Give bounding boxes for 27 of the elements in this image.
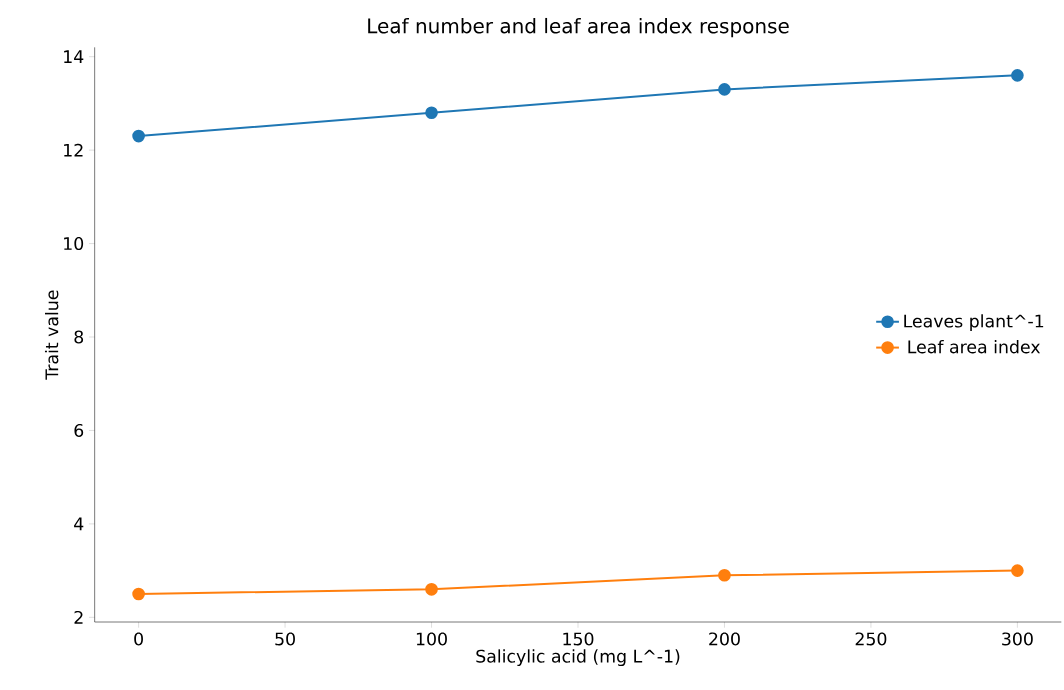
point — [425, 582, 438, 596]
point — [718, 568, 731, 582]
y-tick-label: 4 — [74, 517, 84, 531]
point — [132, 587, 145, 601]
x-tick-label: 0 — [134, 632, 143, 646]
y-tick-label: 12 — [64, 143, 83, 157]
x-tick-label: 50 — [275, 632, 295, 646]
x-tick-label: 100 — [416, 632, 447, 646]
chart-title: Leaf number and leaf area index response — [368, 17, 789, 38]
y-tick-label: 2 — [74, 610, 83, 624]
point — [1011, 69, 1024, 82]
legend-label: Leaves plant^-1 — [904, 314, 1044, 331]
point — [718, 83, 731, 96]
point — [132, 129, 145, 143]
x-tick-label: 150 — [563, 632, 594, 646]
y-axis-title: Trait value — [44, 290, 59, 380]
x-tick-label: 200 — [709, 632, 740, 646]
x-tick-label: 300 — [1002, 632, 1033, 646]
legend-label: Leaf area index — [908, 339, 1041, 354]
y-tick-label: 6 — [74, 423, 84, 438]
y-tick-label: 10 — [64, 237, 84, 251]
x-tick-label: 250 — [855, 632, 887, 646]
point — [1011, 564, 1024, 577]
y-tick-label: 14 — [64, 50, 84, 63]
x-axis-title: Salicylic acid (mg L^-1) — [476, 649, 680, 667]
point — [425, 106, 438, 120]
y-tick-label: 8 — [74, 330, 84, 344]
